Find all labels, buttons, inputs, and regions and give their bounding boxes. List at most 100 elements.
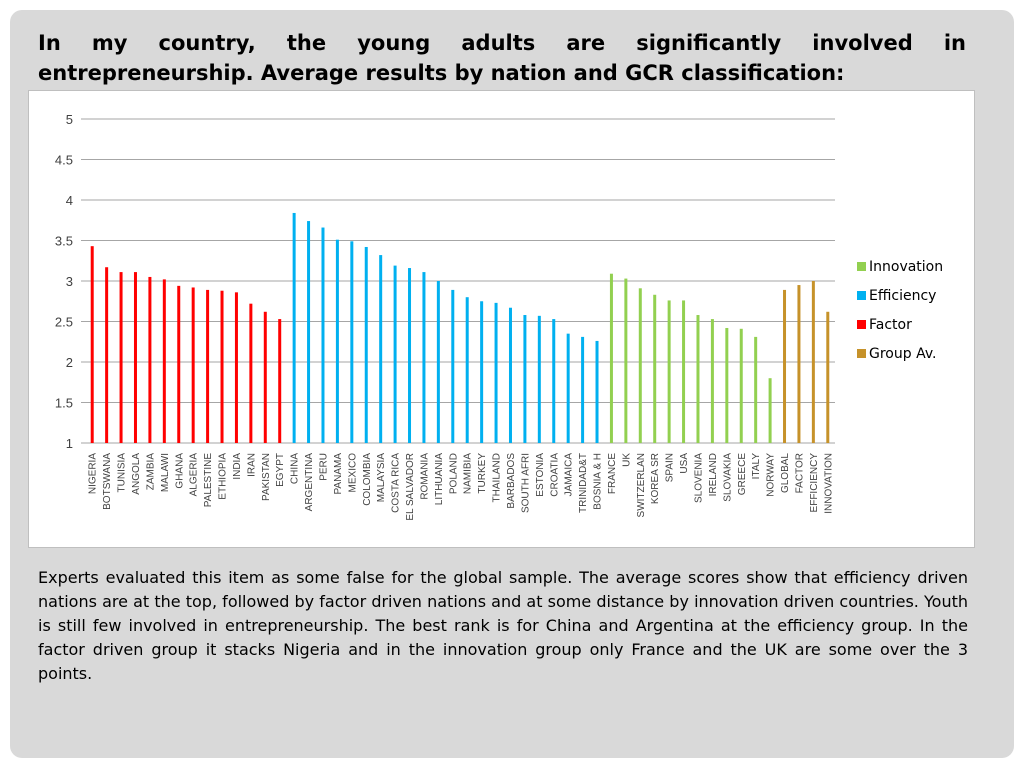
y-tick-label: 3 — [66, 274, 73, 289]
y-tick-label: 1 — [66, 436, 73, 451]
x-tick-label: INNOVATION — [823, 453, 834, 514]
bar-factor — [797, 285, 801, 443]
x-tick-label: EFFICIENCY — [809, 453, 820, 513]
x-tick-label: PANAMA — [333, 453, 344, 495]
bar-angola — [133, 272, 137, 443]
bar-botswana — [105, 267, 109, 443]
x-tick-label: SOUTH AFRI — [520, 453, 531, 513]
x-tick-label: MALAWI — [160, 453, 171, 492]
y-tick-label: 3.5 — [55, 234, 73, 249]
x-tick-label: TRINIDAD&T — [578, 453, 589, 513]
legend-swatch-efficiency — [857, 291, 866, 300]
x-tick-label: CHINA — [290, 453, 301, 484]
bar-ethiopia — [220, 290, 224, 443]
bar-bosnia-h — [595, 340, 599, 443]
bar-panama — [335, 239, 339, 443]
x-tick-label: ANGOLA — [131, 453, 142, 495]
bar-romania — [422, 272, 426, 443]
x-tick-label: IRELAND — [708, 453, 719, 496]
x-tick-label: FACTOR — [794, 453, 805, 493]
y-tick-label: 2.5 — [55, 315, 73, 330]
x-tick-label: COSTA RICA — [391, 453, 402, 513]
x-tick-label: ESTONIA — [535, 453, 546, 497]
bar-malawi — [162, 279, 166, 443]
bar-poland — [451, 289, 455, 443]
y-tick-label: 1.5 — [55, 396, 73, 411]
bar-nigeria — [90, 246, 94, 443]
x-tick-label: EL SALVADOR — [405, 453, 416, 521]
bar-innovation — [826, 311, 830, 443]
bar-trinidad-t — [581, 336, 585, 443]
bar-peru — [321, 227, 325, 443]
bar-korea-sr — [653, 294, 657, 443]
bar-slovenia — [696, 315, 700, 443]
bar-china — [292, 212, 296, 443]
x-tick-label: EGYPT — [275, 453, 286, 487]
x-tick-label: MEXICO — [347, 453, 358, 493]
y-tick-label: 4 — [66, 193, 73, 208]
x-tick-label: FRANCE — [607, 453, 618, 494]
bar-barbados — [508, 307, 512, 443]
bar-efficiency — [811, 281, 815, 443]
y-tick-label: 2 — [66, 355, 73, 370]
x-tick-label: GREECE — [737, 453, 748, 496]
bar-malaysia — [379, 255, 383, 443]
bar-argentina — [307, 221, 311, 443]
x-tick-label: ARGENTINA — [304, 453, 315, 512]
bar-namibia — [465, 297, 469, 443]
x-tick-label: USA — [679, 453, 690, 474]
bar-palestine — [206, 289, 210, 443]
bar-zambia — [148, 276, 152, 443]
x-tick-label: ZAMBIA — [145, 453, 156, 491]
legend-swatch-innovation — [857, 262, 866, 271]
bar-italy — [754, 336, 758, 443]
x-tick-label: PALESTINE — [203, 453, 214, 508]
bar-tunisia — [119, 272, 123, 443]
x-tick-label: UK — [621, 453, 632, 467]
bar-algeria — [191, 287, 195, 443]
x-tick-label: BOTSWANA — [102, 453, 113, 510]
bar-spain — [667, 300, 671, 443]
x-tick-label: TURKEY — [477, 453, 488, 494]
x-tick-label: NAMIBIA — [463, 453, 474, 494]
x-tick-label: MALAYSIA — [376, 453, 387, 503]
bar-norway — [768, 378, 772, 443]
bar-egypt — [278, 319, 282, 443]
legend-swatch-group-av- — [857, 349, 866, 358]
x-tick-label: ETHIOPIA — [218, 453, 229, 500]
legend-label: Group Av. — [869, 346, 936, 362]
y-tick-label: 5 — [66, 112, 73, 127]
bar-pakistan — [263, 311, 267, 443]
bar-ireland — [710, 319, 714, 443]
x-tick-label: BOSNIA & H — [593, 453, 604, 510]
bar-france — [609, 273, 613, 443]
x-tick-label: COLOMBIA — [362, 453, 373, 506]
x-tick-label: ITALY — [751, 453, 762, 480]
x-tick-label: IRAN — [246, 453, 257, 477]
bar-iran — [249, 303, 253, 443]
legend-swatch-factor — [857, 320, 866, 329]
x-tick-label: ROMANIA — [419, 453, 430, 500]
slide-body-text: Experts evaluated this item as some fals… — [38, 568, 968, 683]
x-tick-label: KOREA SR — [650, 453, 661, 504]
bar-thailand — [494, 302, 498, 443]
y-tick-label: 4.5 — [55, 153, 73, 168]
x-tick-label: TUNISIA — [117, 453, 128, 493]
bar-jamaica — [566, 333, 570, 443]
x-tick-label: BARBADOS — [506, 453, 517, 509]
bar-usa — [682, 300, 686, 443]
x-tick-label: POLAND — [448, 453, 459, 494]
bar-india — [234, 292, 238, 443]
bar-lithuania — [436, 281, 440, 443]
bar-global — [783, 289, 787, 443]
x-tick-label: THAILAND — [492, 453, 503, 502]
bar-switzerlan — [638, 288, 642, 443]
x-tick-label: SLOVENIA — [693, 453, 704, 503]
bar-colombia — [364, 246, 368, 443]
x-tick-label: ALGERIA — [189, 453, 200, 497]
x-tick-label: NIGERIA — [88, 453, 99, 494]
legend-label: Innovation — [869, 259, 943, 275]
bar-slovakia — [725, 327, 729, 443]
x-tick-label: INDIA — [232, 453, 243, 480]
x-tick-label: CROATIA — [549, 453, 560, 497]
